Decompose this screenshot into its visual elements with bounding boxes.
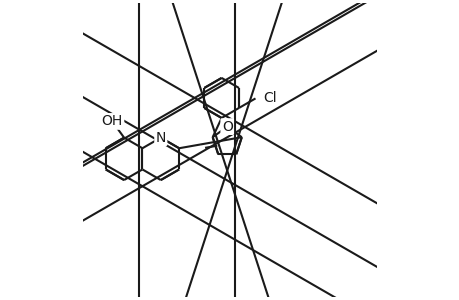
Text: N: N bbox=[155, 130, 166, 145]
Text: OH: OH bbox=[101, 114, 123, 128]
Text: O: O bbox=[221, 120, 232, 134]
Text: Cl: Cl bbox=[262, 92, 276, 105]
